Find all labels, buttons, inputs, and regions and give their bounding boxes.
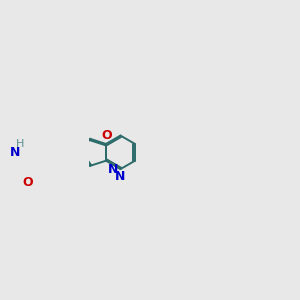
Text: N: N bbox=[10, 146, 20, 159]
Text: N: N bbox=[115, 170, 126, 183]
Text: N: N bbox=[108, 163, 118, 176]
Text: H: H bbox=[16, 139, 24, 149]
Text: O: O bbox=[22, 176, 33, 189]
Text: O: O bbox=[101, 129, 112, 142]
